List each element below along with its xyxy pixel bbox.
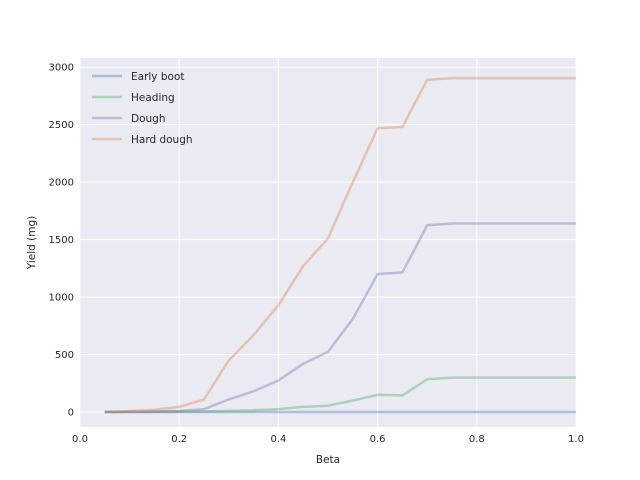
plot-area (80, 58, 576, 427)
x-tick-label: 0.8 (469, 434, 485, 445)
x-tick-label: 0.2 (171, 434, 187, 445)
x-tick-label: 0.6 (370, 434, 386, 445)
legend-label-dough: Dough (131, 113, 165, 125)
x-tick-label: 0.0 (72, 434, 88, 445)
x-axis-ticks: 0.0 0.2 0.4 0.6 0.8 1.0 (72, 434, 584, 445)
x-tick-label: 0.4 (270, 434, 286, 445)
x-axis-label: Beta (316, 454, 340, 466)
series-line-dough (104, 222, 576, 414)
series-line-hard-dough (104, 76, 576, 414)
y-tick-label: 2000 (49, 178, 74, 189)
y-axis-ticks: 0 500 1000 1500 2000 2500 3000 (49, 63, 74, 419)
y-tick-label: 0 (68, 408, 74, 419)
y-tick-label: 3000 (49, 63, 74, 74)
y-axis-label: Yield (mg) (26, 216, 38, 270)
legend: Early boot Heading Dough Hard dough (92, 71, 193, 146)
legend-label-early-boot: Early boot (131, 71, 184, 83)
y-tick-label: 2500 (49, 120, 74, 131)
y-tick-label: 1500 (49, 235, 74, 246)
x-tick-label: 1.0 (568, 434, 584, 445)
legend-label-heading: Heading (131, 92, 175, 104)
legend-label-hard-dough: Hard dough (131, 134, 193, 146)
series-lines (104, 76, 576, 414)
y-tick-label: 1000 (49, 293, 74, 304)
series-line-heading (104, 376, 576, 414)
grid (79, 58, 577, 427)
y-tick-label: 500 (55, 350, 74, 361)
